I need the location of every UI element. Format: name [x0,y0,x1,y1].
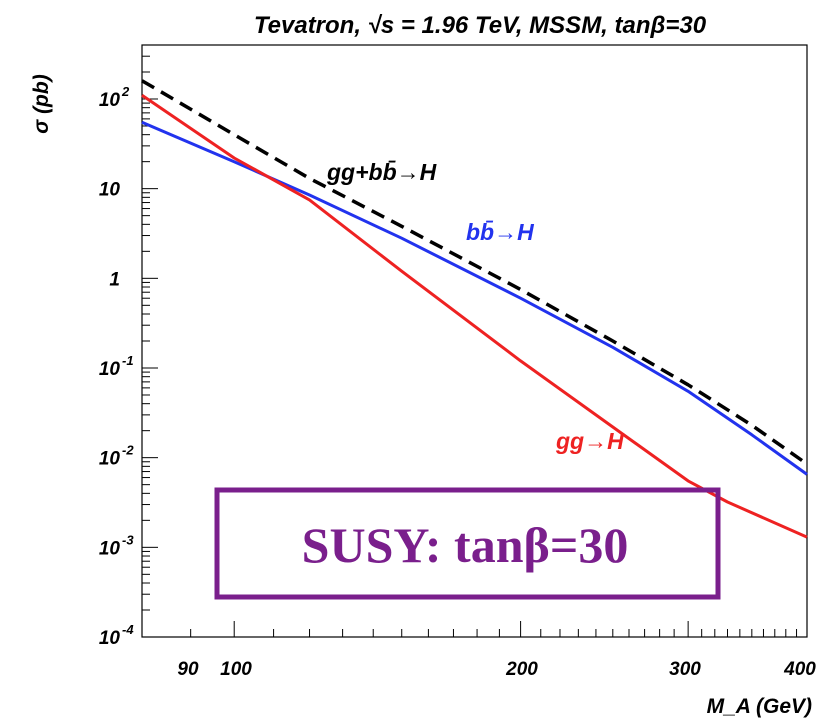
series-line-gg [141,94,808,539]
y-axis-label: σ (pb) [30,74,53,133]
x-tick-label: 400 [783,659,816,680]
series-layer [141,79,809,539]
annotation-box [214,487,721,600]
svg-text:10: 10 [99,538,121,559]
y-axis-label-group: σ (pb) [30,74,53,133]
svg-text:-4: -4 [122,622,134,637]
x-axis-label: M_A (GeV) [707,695,812,718]
svg-text:10: 10 [99,628,121,649]
svg-text:10: 10 [99,90,121,111]
x-tick-label: 300 [669,659,701,680]
series-line-bb [141,120,808,476]
y-tick-label: 10 -3 [99,532,134,559]
svg-text:10: 10 [99,180,121,201]
svg-text:2: 2 [121,84,130,99]
y-tick-label: 1 [109,269,120,290]
x-tick-label: 90 [177,659,199,680]
svg-text:10: 10 [99,449,121,470]
series-line-combined [141,79,809,466]
x-tick-label: 200 [505,659,538,680]
svg-text:-2: -2 [122,443,134,458]
svg-text:10: 10 [99,359,121,380]
svg-text:-3: -3 [122,532,134,547]
series-label-bb: bb̄→H [466,219,534,245]
y-tick-label: 10 2 [99,84,130,111]
svg-text:-1: -1 [122,353,134,368]
series-label-combined: gg+bb̄→H [326,159,437,185]
x-axis-ticks: 90 100 200 300 400 [141,621,816,680]
x-tick-label: 100 [220,659,252,680]
annotation-text: SUSY: tanβ=30 [302,517,629,573]
chart-title: Tevatron, √s = 1.96 TeV, MSSM, tanβ=30 [254,12,707,39]
series-label-gg: gg→H [555,428,624,454]
svg-text:1: 1 [109,269,120,290]
y-tick-label: 10 [99,180,121,201]
y-tick-label: 10 -1 [99,353,134,380]
y-tick-label: 10 -2 [99,443,134,470]
y-tick-label: 10 -4 [99,622,134,649]
